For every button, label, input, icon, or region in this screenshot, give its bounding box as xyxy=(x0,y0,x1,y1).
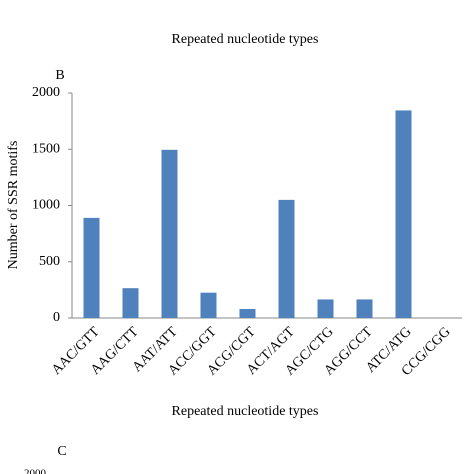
x-axis-label: Repeated nucleotide types xyxy=(172,404,319,419)
top-x-label: Repeated nucleotide types xyxy=(172,32,319,47)
bar xyxy=(317,299,334,318)
y-tick-label: 500 xyxy=(39,254,60,269)
y-tick-label: 1500 xyxy=(32,141,60,156)
y-tick-label: 0 xyxy=(53,310,60,325)
bar xyxy=(122,288,139,318)
y-axis-label: Number of SSR motifs xyxy=(6,141,21,270)
bar xyxy=(161,149,178,318)
bar xyxy=(83,217,100,318)
y-tick-label: 1000 xyxy=(32,198,60,213)
panel-label: C xyxy=(57,444,66,459)
panel-label: B xyxy=(55,68,64,83)
bar xyxy=(278,199,295,318)
bar xyxy=(356,299,373,318)
y-tick-label: 2000 xyxy=(32,85,60,100)
bar xyxy=(239,309,256,318)
bar xyxy=(200,292,217,318)
y-tick-label: 2000 xyxy=(24,468,47,474)
bar xyxy=(395,110,412,318)
